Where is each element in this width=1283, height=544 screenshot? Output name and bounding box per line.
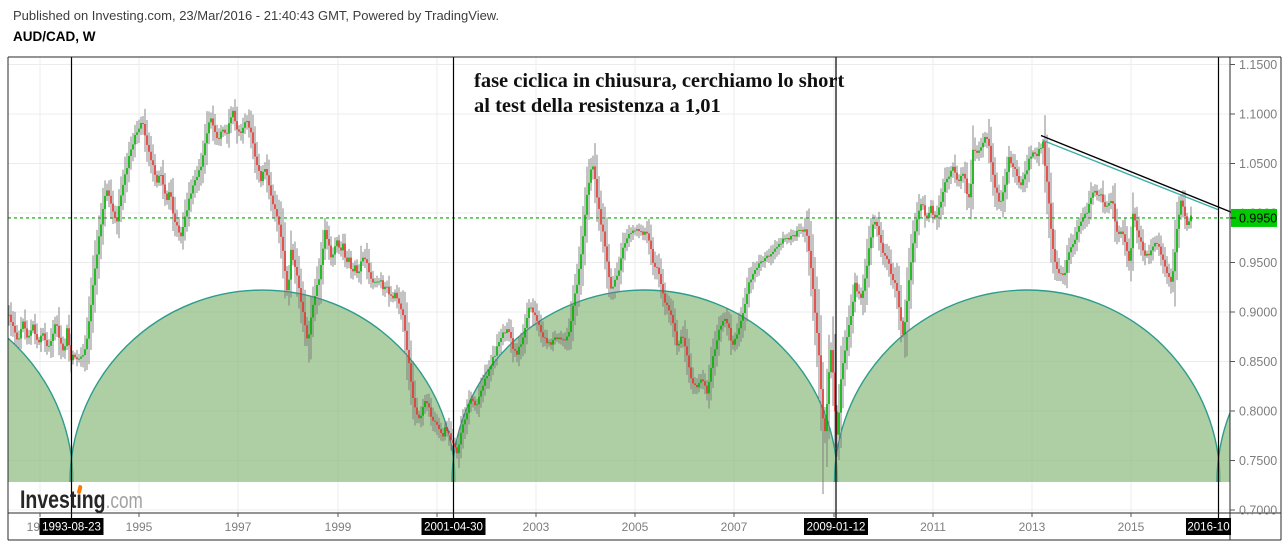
cycle-arc <box>833 289 1221 483</box>
event-date-box <box>39 518 104 535</box>
brand-suffix: .com <box>105 488 143 513</box>
trend-line <box>1040 134 1238 216</box>
cycle-arc <box>8 337 74 483</box>
price-axis-label: 0.7000 <box>1239 504 1277 518</box>
watermark-logo: Investing.com <box>20 484 143 515</box>
cycle-arc <box>451 289 839 483</box>
trend-line <box>1042 139 1220 211</box>
price-axis-labels: 1.15001.10001.05001.00000.95000.90000.85… <box>1239 58 1277 518</box>
year-label: 2005 <box>622 520 649 534</box>
price-axis-label: 1.1500 <box>1239 58 1277 72</box>
analyst-annotation: fase ciclica in chiusura, cerchiamo lo s… <box>474 69 844 119</box>
price-axis-label: 0.9500 <box>1239 256 1277 270</box>
event-date-text: 1993-08-23 <box>42 522 101 534</box>
last-price-text: 0.9950 <box>1239 211 1277 225</box>
brand-wordmark: Investing <box>20 486 106 514</box>
annotation-line-1: fase ciclica in chiusura, cerchiamo lo s… <box>474 70 845 92</box>
cycle-arcs <box>8 289 1230 483</box>
price-axis-label: 1.1000 <box>1239 108 1277 122</box>
price-axis-label: 1.0500 <box>1239 157 1277 171</box>
event-date-box <box>804 518 868 535</box>
event-date-labels: 1993-08-23 2001-04-30 2009-01-12 2016-10 <box>39 518 1231 535</box>
annotation-line-2: al test della resistenza a 1,01 <box>474 95 721 117</box>
publish-info: Published on Investing.com, 23/Mar/2016 … <box>13 8 500 23</box>
year-label: 2011 <box>920 520 946 534</box>
symbol-title: AUD/CAD, W <box>13 29 96 44</box>
year-label: 2015 <box>1118 520 1145 534</box>
cycle-event-lines <box>70 57 1220 518</box>
event-date-text: 2009-01-12 <box>807 522 866 534</box>
price-axis-label: 0.9000 <box>1239 306 1277 320</box>
event-date-box <box>421 518 486 535</box>
candlestick-series <box>8 99 1192 495</box>
event-date-box <box>1186 518 1231 535</box>
year-label: 2013 <box>1019 520 1046 534</box>
year-label: 2007 <box>721 520 748 534</box>
year-label: 2003 <box>523 520 550 534</box>
year-label: 1997 <box>225 520 252 534</box>
year-label: 1999 <box>325 520 352 534</box>
price-axis-label: 0.8500 <box>1239 355 1277 369</box>
event-date-text: 2001-04-30 <box>424 522 483 534</box>
trend-lines <box>1040 134 1238 216</box>
cycle-arc <box>1216 410 1230 483</box>
event-date-text: 2016-10 <box>1187 522 1229 534</box>
last-price-label: 0.9950 <box>1230 208 1277 227</box>
last-price-box <box>1231 208 1277 227</box>
price-axis-label: 0.8000 <box>1239 405 1277 419</box>
cycle-arc <box>69 289 456 483</box>
chart-frame <box>7 56 1282 541</box>
year-label: 1995 <box>126 520 153 534</box>
time-axis-labels: 1993199519971999200120032005200720092011… <box>27 520 1145 534</box>
price-axis-label: 0.7500 <box>1239 454 1277 468</box>
